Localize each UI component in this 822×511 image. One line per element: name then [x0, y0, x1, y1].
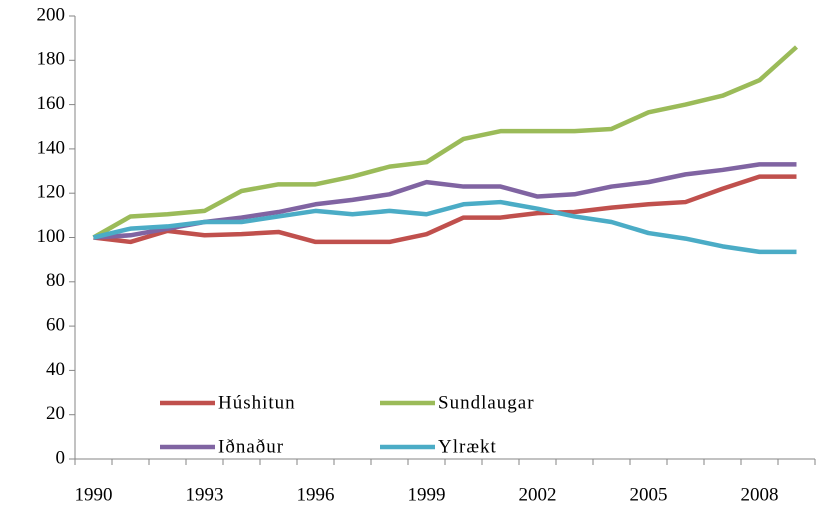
y-tick-label: 160	[37, 93, 66, 114]
x-tick-label: 2008	[741, 484, 779, 505]
y-tick-label: 80	[46, 270, 65, 291]
x-tick-label: 2005	[630, 484, 668, 505]
legend-label: Ylrækt	[438, 436, 497, 457]
y-tick-label: 180	[37, 49, 66, 70]
legend-label: Húshitun	[218, 392, 296, 413]
y-tick-label: 40	[46, 359, 65, 380]
x-tick-label: 1996	[297, 484, 335, 505]
series-line	[92, 45, 799, 240]
y-tick-label: 140	[37, 137, 66, 158]
y-tick-label: 120	[37, 182, 66, 203]
x-tick-label: 2002	[519, 484, 557, 505]
x-tick-label: 1990	[75, 484, 113, 505]
y-tick-label: 20	[46, 403, 65, 424]
y-tick-label: 60	[46, 314, 65, 335]
x-tick-label: 1993	[186, 484, 224, 505]
y-tick-label: 0	[56, 447, 66, 468]
y-tick-label: 200	[37, 4, 66, 25]
y-tick-label: 100	[37, 226, 66, 247]
series-line	[92, 199, 797, 255]
x-tick-label: 1999	[408, 484, 446, 505]
series-line	[93, 174, 797, 245]
legend-label: Iðnaður	[218, 436, 284, 457]
legend-label: Sundlaugar	[438, 392, 535, 413]
